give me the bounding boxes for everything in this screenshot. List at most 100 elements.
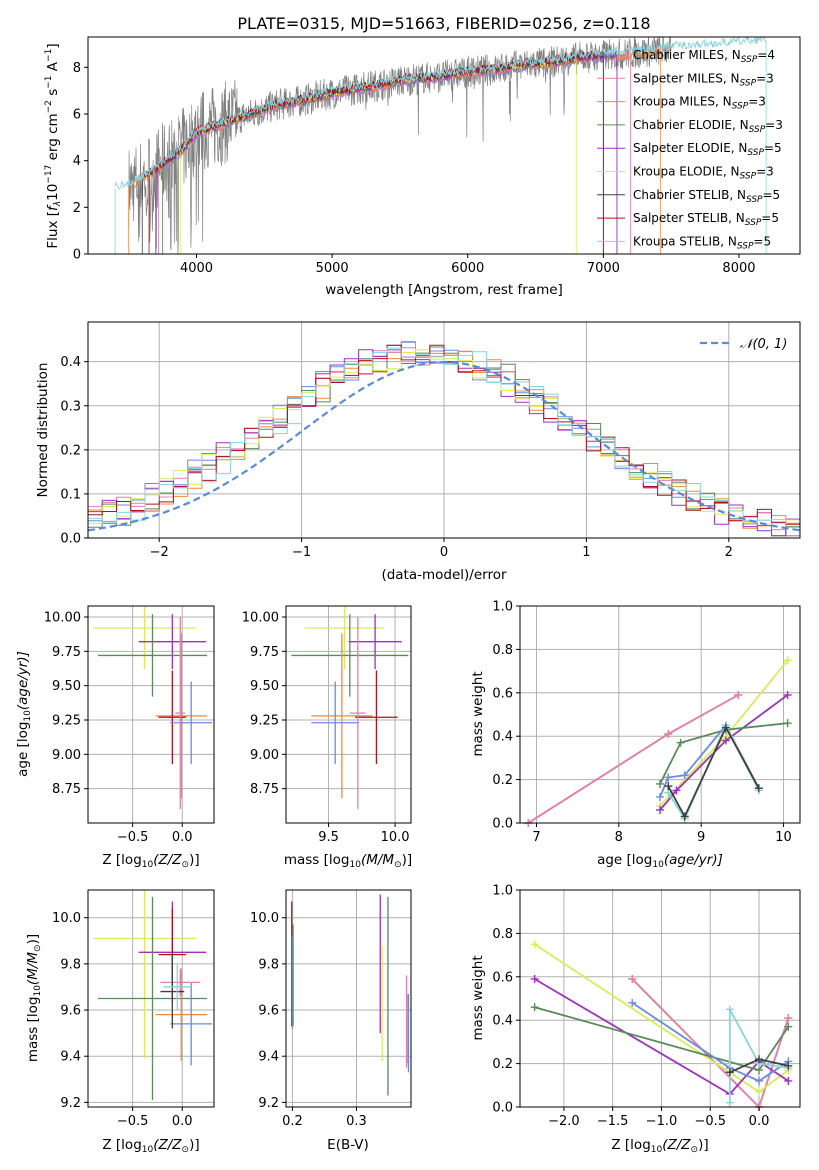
y-tick-label: 9.4 bbox=[258, 1050, 279, 1065]
legend-entry: Kroupa STELIB, NSSP=5 bbox=[633, 234, 771, 251]
spectrum-model-traces bbox=[114, 35, 767, 254]
mass-weight-marker bbox=[784, 1076, 793, 1085]
y-tick-label: 8 bbox=[73, 61, 81, 76]
mass-weight-marker bbox=[783, 690, 792, 699]
spectrum-xlabel: wavelength [Angstrom, rest frame] bbox=[325, 282, 563, 298]
mass-vs-extinction-xlabel: E(B-V) bbox=[327, 1137, 369, 1153]
mass-weight-series bbox=[728, 1008, 789, 1103]
mass-weight-marker bbox=[721, 723, 730, 732]
residual-xlabel: (data-model)/error bbox=[381, 567, 507, 583]
y-tick-label: 9.6 bbox=[258, 1004, 279, 1019]
mass-weight-marker bbox=[784, 1022, 793, 1031]
x-tick-label: 8000 bbox=[722, 261, 755, 276]
legend-entry: Kroupa ELODIE, NSSP=3 bbox=[633, 165, 774, 182]
mass-weight-marker bbox=[664, 773, 673, 782]
y-tick-label: 2 bbox=[73, 201, 81, 216]
x-tick-label: −0.5 bbox=[117, 830, 149, 845]
residual-ylabel: Normed distribution bbox=[35, 363, 51, 498]
y-tick-label: 0.0 bbox=[492, 1101, 513, 1116]
mass-weight-marker bbox=[725, 1098, 734, 1107]
x-tick-label: −2 bbox=[150, 545, 169, 560]
y-tick-label: 9.00 bbox=[52, 748, 81, 763]
mass-weight-marker bbox=[755, 1055, 764, 1064]
y-tick-label: 0.8 bbox=[492, 927, 513, 942]
y-tick-label: 0.6 bbox=[492, 970, 513, 985]
x-tick-label: −0.5 bbox=[117, 1114, 149, 1129]
model-spectrum bbox=[128, 47, 661, 189]
y-tick-label: 0.8 bbox=[492, 643, 513, 658]
y-tick-label: 1.0 bbox=[492, 884, 513, 899]
mass-weight-marker bbox=[784, 1061, 793, 1070]
y-tick-label: 10.00 bbox=[44, 610, 81, 625]
spectrum-title: PLATE=0315, MJD=51663, FIBERID=0256, z=0… bbox=[237, 14, 650, 33]
y-tick-label: 0 bbox=[73, 248, 81, 263]
legend-entry: Salpeter STELIB, NSSP=5 bbox=[633, 211, 779, 228]
y-tick-label: 9.4 bbox=[60, 1050, 81, 1065]
mass-weight-marker bbox=[530, 974, 539, 983]
mass-weight-marker bbox=[664, 782, 673, 791]
x-tick-label: 7 bbox=[532, 830, 540, 845]
mass-weight-marker bbox=[628, 974, 637, 983]
age-vs-metallicity-frame bbox=[87, 605, 215, 824]
age-vs-mass-frame bbox=[285, 605, 412, 824]
y-tick-label: 0.4 bbox=[60, 355, 81, 370]
x-tick-label: 8 bbox=[615, 830, 623, 845]
mass-weight-series bbox=[667, 725, 760, 819]
x-tick-label: −0.5 bbox=[694, 1114, 726, 1129]
residual-histograms bbox=[88, 341, 800, 537]
mass-weight-marker bbox=[656, 792, 664, 801]
x-tick-label: 4000 bbox=[180, 261, 213, 276]
massweight-vs-age-xlabel: age [log10(age/yr)] bbox=[597, 852, 723, 870]
y-tick-label: 0.0 bbox=[60, 532, 81, 547]
mass-weight-marker bbox=[530, 1003, 539, 1012]
legend-entry: Chabrier MILES, NSSP=4 bbox=[633, 48, 775, 65]
mass-vs-metallicity-points bbox=[92, 890, 213, 1101]
y-tick-label: 9.8 bbox=[258, 957, 279, 972]
y-tick-label: 0.1 bbox=[60, 487, 81, 502]
spectrum-data-trace bbox=[128, 36, 671, 254]
massweight-vs-age-ylabel: mass weight bbox=[470, 671, 486, 756]
y-tick-label: 6 bbox=[73, 108, 81, 123]
x-tick-label: 10.0 bbox=[381, 830, 410, 845]
age-vs-metallicity-panel: −0.5 0.0 8.75 9.00 9.25 9.50 9.75 10.00 Z [log1… bbox=[15, 605, 215, 870]
mass-weight-series bbox=[659, 694, 789, 811]
mass-weight-marker bbox=[725, 1005, 734, 1014]
legend-gauss-label: 𝒩(0, 1) bbox=[740, 337, 787, 352]
y-tick-label: 9.75 bbox=[250, 645, 279, 660]
mass-vs-metallicity-panel: −0.5 0.09.29.49.69.810.0 Z [log10(Z/Z⊙)] … bbox=[25, 889, 215, 1155]
spectrum-legend: Chabrier MILES, NSSP=4 Salpeter MILES, NS… bbox=[597, 48, 783, 251]
spectrum-ylabel: Flux [fλ10−17 erg cm−2 s−1 A−1] bbox=[44, 43, 63, 248]
x-tick-label: 9.5 bbox=[318, 830, 339, 845]
mass-weight-marker bbox=[721, 736, 730, 745]
mass-weight-marker bbox=[755, 1087, 764, 1096]
age-vs-mass-panel: 9.5 10.0 8.75 9.00 9.25 9.50 9.75 10.00 mass [l… bbox=[242, 605, 412, 870]
mass-vs-extinction-points bbox=[291, 894, 410, 1096]
observed-spectrum bbox=[128, 36, 671, 254]
y-tick-label: 1.0 bbox=[492, 600, 513, 615]
x-tick-label: 9 bbox=[697, 830, 705, 845]
y-tick-label: 0.0 bbox=[492, 817, 513, 832]
y-tick-label: 9.2 bbox=[60, 1096, 81, 1111]
x-tick-label: 1 bbox=[582, 545, 590, 560]
model-spectrum bbox=[162, 51, 617, 169]
y-tick-label: 10.0 bbox=[250, 911, 279, 926]
y-tick-label: 9.50 bbox=[52, 679, 81, 694]
mass-vs-metallicity-ylabel: mass [log10(M/M⊙)] bbox=[25, 934, 43, 1062]
x-tick-label: 2 bbox=[725, 545, 733, 560]
y-tick-label: 9.2 bbox=[258, 1096, 279, 1111]
mass-weight-marker bbox=[664, 730, 673, 739]
mass-weight-marker bbox=[754, 784, 763, 793]
y-tick-label: 9.50 bbox=[250, 679, 279, 694]
massweight-vs-metallicity-xlabel: Z [log10(Z/Z⊙)] bbox=[611, 1137, 708, 1155]
mass-weight-marker bbox=[783, 656, 792, 665]
spectrum-panel: PLATE=0315, MJD=51663, FIBERID=0256, z=0… bbox=[44, 14, 801, 298]
x-tick-label: 0.0 bbox=[749, 1114, 770, 1129]
y-tick-label: 8.75 bbox=[250, 782, 279, 797]
x-tick-label: −2.0 bbox=[548, 1114, 580, 1129]
mass-weight-marker bbox=[734, 690, 743, 699]
y-tick-label: 10.0 bbox=[52, 911, 81, 926]
model-spectrum bbox=[114, 35, 767, 190]
x-tick-label: 10 bbox=[775, 830, 792, 845]
mass-weight-marker bbox=[680, 812, 689, 821]
